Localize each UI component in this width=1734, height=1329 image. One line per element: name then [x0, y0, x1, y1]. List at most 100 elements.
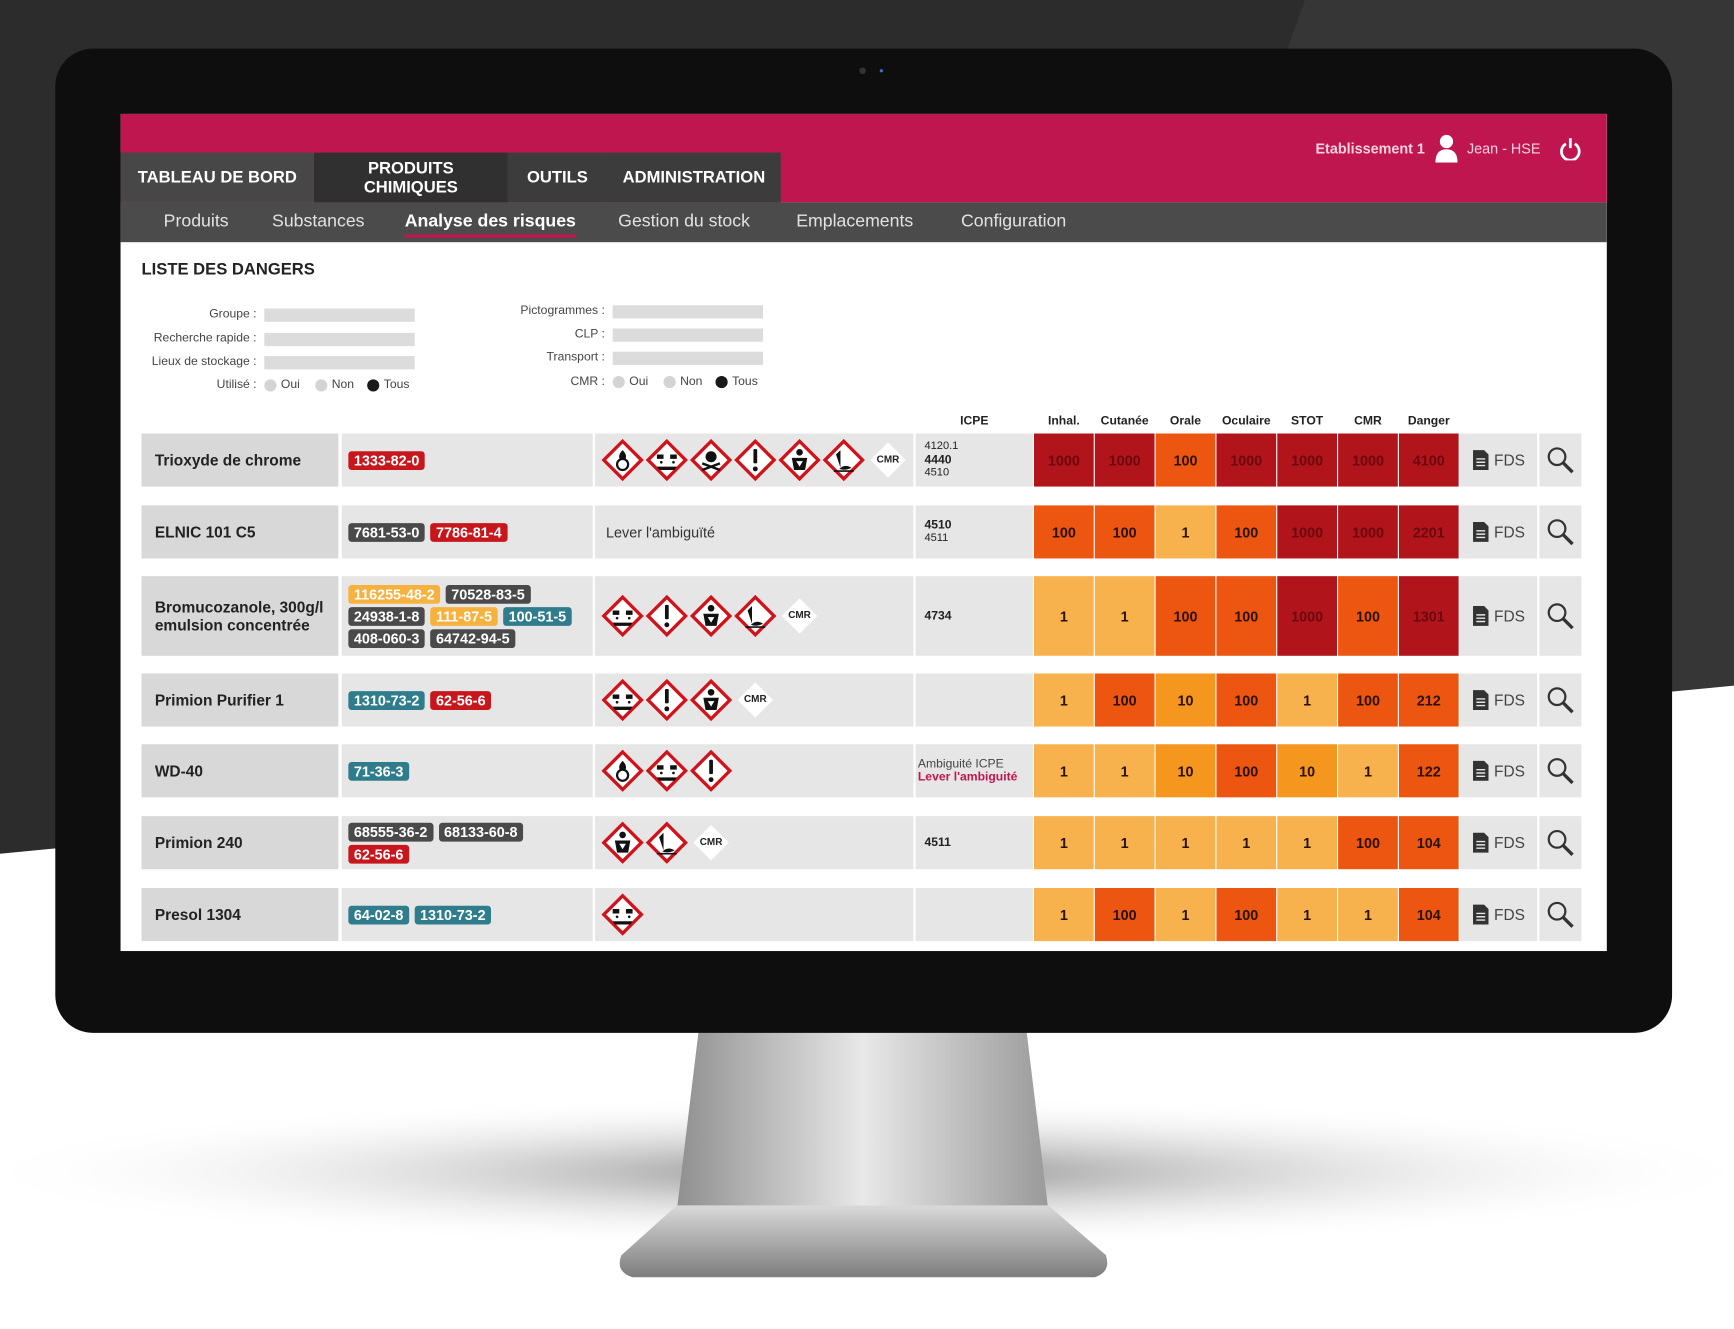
document-icon — [1473, 904, 1489, 925]
score-cell: 100 — [1216, 888, 1277, 942]
fds-button[interactable]: FDS — [1459, 576, 1538, 656]
cas-tag[interactable]: 1310-73-2 — [414, 905, 492, 924]
radio-option[interactable]: Oui — [612, 375, 648, 388]
establishment[interactable]: Etablissement 1 — [1315, 139, 1425, 157]
filter-input[interactable] — [264, 308, 415, 322]
sub-nav-item[interactable]: Gestion du stock — [618, 212, 750, 232]
product-name[interactable]: Presol 1304 — [141, 888, 339, 942]
nav-tab[interactable]: PRODUITS CHIMIQUES — [314, 152, 508, 203]
nav-tab[interactable]: TABLEAU DE BORD — [120, 152, 315, 203]
search-icon — [1547, 603, 1574, 630]
radio-option[interactable]: Tous — [715, 375, 758, 388]
filter-input[interactable] — [612, 328, 764, 342]
cas-tag[interactable]: 7786-81-4 — [430, 522, 508, 542]
filter-input[interactable] — [612, 351, 764, 365]
radio-option[interactable]: Tous — [367, 378, 409, 391]
filter-input[interactable] — [612, 305, 764, 319]
search-icon — [1547, 519, 1574, 546]
sub-nav-item[interactable]: Substances — [272, 212, 365, 232]
search-button[interactable] — [1539, 673, 1582, 727]
cas-cell: 68555-36-2 68133-60-8 62-56-6 — [341, 816, 593, 870]
ambiguity-link[interactable]: Lever l'ambiguïté — [606, 523, 716, 541]
fds-button[interactable]: FDS — [1459, 888, 1538, 942]
search-button[interactable] — [1539, 505, 1582, 559]
product-name[interactable]: Primion Purifier 1 — [141, 673, 339, 727]
cas-tag[interactable]: 408-060-3 — [348, 628, 425, 648]
product-name[interactable]: ELNIC 101 C5 — [141, 505, 339, 559]
fds-label: FDS — [1494, 607, 1525, 625]
fds-button[interactable]: FDS — [1459, 816, 1538, 870]
cas-tag[interactable]: 24938-1-8 — [348, 606, 425, 626]
icpe-note[interactable]: Lever l'ambiguité — [917, 770, 1018, 785]
score-cell: 1 — [1033, 673, 1094, 727]
radio-text: Tous — [383, 378, 410, 392]
power-icon[interactable] — [1549, 136, 1582, 161]
filter-label: Groupe : — [209, 307, 257, 321]
cas-tag[interactable]: 64742-94-5 — [430, 628, 516, 648]
pictogram — [601, 749, 644, 792]
cas-cell: 64-02-8 1310-73-2 — [341, 888, 593, 942]
filter-input[interactable] — [264, 356, 415, 370]
table-row: Trioxyde de chrome 1333-82-0 CMR 4120.1 4440… — [141, 433, 1582, 487]
search-button[interactable] — [1539, 816, 1582, 870]
sub-nav-item[interactable]: Emplacements — [796, 212, 914, 232]
pictogram — [690, 439, 733, 482]
user-name[interactable]: Jean - HSE — [1466, 139, 1541, 157]
search-button[interactable] — [1539, 576, 1582, 656]
product-name[interactable]: Primion 240 — [141, 816, 339, 870]
table-row: Presol 1304 64-02-8 1310-73-2 1 100 1 100 1 1 104… — [141, 888, 1582, 942]
search-button[interactable] — [1539, 888, 1582, 942]
cmr-diamond — [737, 682, 774, 718]
cas-tag[interactable]: 68133-60-8 — [438, 822, 524, 842]
product-name[interactable]: Trioxyde de chrome — [141, 433, 339, 487]
cas-tag[interactable]: 100-51-5 — [503, 606, 572, 626]
document-icon — [1473, 450, 1489, 470]
filter-label: Transport : — [546, 350, 605, 364]
cas-tag[interactable]: 62-56-6 — [348, 844, 409, 864]
score-cell: 100 — [1338, 576, 1398, 656]
score-cell: 104 — [1398, 888, 1459, 942]
fds-button[interactable]: FDS — [1459, 744, 1538, 798]
pictogram-cell: CMR — [594, 433, 914, 487]
icpe-code: 4440 — [924, 453, 952, 467]
search-button[interactable] — [1539, 744, 1582, 798]
radio-dot — [612, 375, 625, 388]
cas-tag[interactable]: 71-36-3 — [348, 761, 409, 781]
score-cell: 100 — [1216, 673, 1277, 727]
cas-tag[interactable]: 68555-36-2 — [348, 822, 433, 842]
radio-option[interactable]: Non — [315, 378, 354, 391]
product-name[interactable]: WD-40 — [141, 744, 339, 798]
sub-nav-item[interactable]: Configuration — [961, 212, 1067, 232]
pictogram-cell — [594, 888, 914, 942]
radio-label: CMR : — [570, 374, 605, 389]
nav-tab[interactable]: OUTILS — [507, 152, 608, 203]
sub-nav-item[interactable]: Produits — [163, 212, 229, 232]
score-cell: 1 — [1033, 744, 1094, 798]
nav-tab[interactable]: ADMINISTRATION — [607, 152, 781, 203]
fds-button[interactable]: FDS — [1459, 505, 1538, 559]
fds-button[interactable]: FDS — [1459, 433, 1538, 487]
cas-tag[interactable]: 111-87-5 — [430, 606, 498, 626]
fds-label: FDS — [1494, 761, 1525, 780]
cas-tag[interactable]: 1310-73-2 — [348, 690, 425, 710]
radio-option[interactable]: Oui — [264, 378, 300, 391]
cas-tag[interactable]: 70528-83-5 — [445, 584, 531, 604]
score-cell: 1 — [1216, 816, 1277, 870]
fds-button[interactable]: FDS — [1459, 673, 1538, 727]
cas-tag[interactable]: 7681-53-0 — [348, 522, 425, 542]
product-name[interactable]: Bromucozanole, 300g/l emulsion concentré… — [141, 576, 339, 656]
cas-tag[interactable]: 62-56-6 — [430, 690, 492, 710]
sub-nav-item[interactable]: Analyse des risques — [404, 212, 576, 238]
cmr-diamond — [781, 598, 818, 634]
cas-tag[interactable]: 116255-48-2 — [348, 584, 441, 604]
cmr-label: CMR — [876, 453, 900, 465]
radio-text: Non — [331, 378, 355, 392]
cas-tag[interactable]: 1333-82-0 — [348, 450, 425, 470]
pictogram — [601, 679, 644, 722]
filter-input[interactable] — [264, 332, 415, 347]
table-row: Bromucozanole, 300g/l emulsion concentré… — [141, 576, 1582, 656]
radio-option[interactable]: Non — [663, 375, 702, 388]
cas-tag[interactable]: 64-02-8 — [348, 905, 409, 924]
search-button[interactable] — [1539, 433, 1582, 487]
table-row: ELNIC 101 C5 7681-53-0 7786-81-4 Lever l'am… — [141, 505, 1582, 559]
